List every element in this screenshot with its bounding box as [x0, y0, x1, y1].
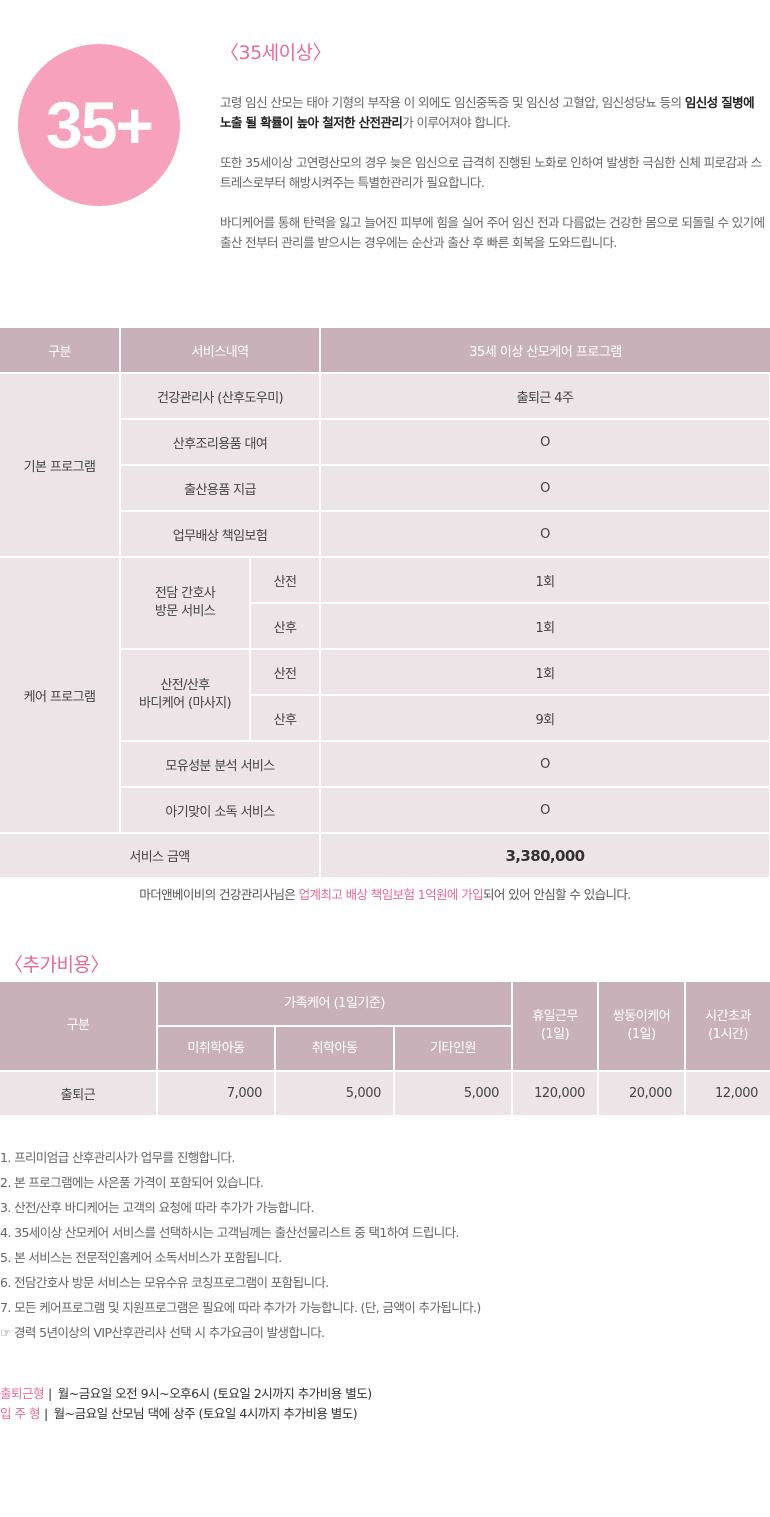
timing-label: 산전 [250, 556, 321, 604]
notice-text-end: 되어 있어 안심할 수 있습니다. [483, 887, 631, 902]
service-name: 출산용품 지급 [120, 464, 321, 512]
service-name: 건강관리사 (산후도우미) [120, 372, 321, 420]
service-value: 9회 [320, 694, 770, 742]
extra-cost-value: 20,000 [598, 1071, 687, 1115]
service-value: O [320, 464, 770, 512]
notes-list: 1. 프리미엄급 산후관리사가 업무를 진행합니다. 2. 본 프로그램에는 사… [0, 1145, 770, 1345]
extra-cost-title: 〈추가비용〉 [4, 954, 109, 976]
extra-header-family: 가족케어 (1일기준) [157, 982, 514, 1027]
service-value: 출퇴근 4주 [320, 372, 770, 420]
nurse-visit-label-1: 전담 간호사 [154, 586, 216, 601]
service-value: 1회 [320, 556, 770, 604]
note-item: ☞ 경력 5년이상의 VIP산후관리사 선택 시 추가요금이 발생합니다. [0, 1325, 325, 1340]
body-care-label-2: 바디케어 (마사지) [139, 696, 232, 711]
service-value: 1회 [320, 648, 770, 696]
schedule-commute: 출퇴근형 | 월~금요일 오전 9시~오후6시 (토요일 2시까지 추가비용 별도) [0, 1384, 770, 1404]
service-value: O [320, 740, 770, 788]
service-name: 업무배상 책임보험 [120, 510, 321, 558]
service-name: 산후조리용품 대여 [120, 418, 321, 466]
intro-section: 〈35세이상〉 고령 임신 산모는 태아 기형의 부작용 이 외에도 임신중독증… [220, 38, 768, 273]
body-care-label-1: 산전/산후 [160, 678, 210, 693]
total-label: 서비스 금액 [0, 832, 321, 879]
overtime-label-2: (1시간) [708, 1027, 748, 1042]
note-item: 1. 프리미엄급 산후관리사가 업무를 진행합니다. [0, 1150, 235, 1165]
timing-label: 산후 [250, 602, 321, 650]
intro-paragraph-1: 고령 임신 산모는 태아 기형의 부작용 이 외에도 임신중독증 및 임신성 고… [220, 93, 768, 133]
intro-p1-text: 고령 임신 산모는 태아 기형의 부작용 이 외에도 임신중독증 및 임신성 고… [220, 95, 685, 110]
note-item: 7. 모든 케어프로그램 및 지원프로그램은 필요에 따라 추가가 가능합니다.… [0, 1300, 481, 1315]
intro-title: 〈35세이상〉 [220, 42, 332, 64]
holiday-label-1: 휴일근무 [532, 1009, 578, 1024]
twins-label-1: 쌍둥이케어 [612, 1009, 671, 1024]
twins-label-2: (1일) [627, 1027, 656, 1042]
note-item: 2. 본 프로그램에는 사은품 가격이 포함되어 있습니다. [0, 1175, 264, 1190]
schedule-live-in: 입 주 형 | 월~금요일 산모님 댁에 상주 (토요일 4시까지 추가비용 별도) [0, 1404, 770, 1424]
insurance-notice: 마더앤베이비의 건강관리사님은 업계최고 배상 책임보험 1억원에 가입되어 있… [0, 884, 770, 903]
service-value: O [320, 418, 770, 466]
notice-highlight: 업계최고 배상 책임보험 1억원에 가입 [298, 887, 484, 902]
note-item: 4. 35세이상 산모케어 서비스를 선택하시는 고객님께는 출산선물리스트 중… [0, 1225, 460, 1240]
notice-text: 마더앤베이비의 건강관리사님은 [139, 887, 299, 902]
header-service: 서비스내역 [120, 328, 321, 373]
extra-subheader: 미취학아동 [157, 1026, 276, 1072]
schedule-separator: | [43, 1406, 48, 1421]
extra-cost-value: 7,000 [157, 1071, 276, 1115]
extra-header-category: 구분 [0, 982, 158, 1072]
extra-cost-value: 5,000 [394, 1071, 514, 1115]
intro-p1-text-end: 가 이루어져야 합니다. [402, 115, 511, 130]
intro-paragraph-3: 바디케어를 통해 탄력을 잃고 늘어진 피부에 힘을 실어 주어 임신 전과 다… [220, 215, 765, 250]
service-value: O [320, 786, 770, 834]
extra-cost-value: 5,000 [275, 1071, 395, 1115]
holiday-label-2: (1일) [540, 1027, 570, 1042]
timing-label: 산후 [250, 694, 321, 742]
note-item: 5. 본 서비스는 전문적인홈케어 소독서비스가 포함됩니다. [0, 1250, 282, 1265]
header-program: 35세 이상 산모케어 프로그램 [320, 328, 770, 373]
extra-subheader: 취학아동 [275, 1026, 395, 1072]
extra-subheader: 기타인원 [394, 1026, 514, 1072]
note-item: 3. 산전/산후 바디케어는 고객의 요청에 따라 추가가 가능합니다. [0, 1200, 314, 1215]
service-value: 1회 [320, 602, 770, 650]
schedule-section: 출퇴근형 | 월~금요일 오전 9시~오후6시 (토요일 2시까지 추가비용 별도)… [0, 1384, 770, 1424]
extra-header-twins: 쌍둥이케어 (1일) [598, 982, 687, 1072]
header-category: 구분 [0, 328, 121, 373]
schedule-text: 월~금요일 오전 9시~오후6시 (토요일 2시까지 추가비용 별도) [57, 1386, 372, 1401]
schedule-type: 입 주 형 [0, 1406, 40, 1421]
note-item: 6. 전담간호사 방문 서비스는 모유수유 코칭프로그램이 포함됩니다. [0, 1275, 329, 1290]
service-name: 모유성분 분석 서비스 [120, 740, 321, 788]
extra-cost-value: 120,000 [512, 1071, 600, 1115]
nurse-visit-label-2: 방문 서비스 [154, 604, 216, 619]
intro-paragraph-2: 또한 35세이상 고연령산모의 경우 늦은 임신으로 급격히 진행된 노화로 인… [220, 155, 762, 190]
intro-p1-bold: 임신성 질병에 노출 될 확률이 높아 철저한 산전관리 [220, 95, 755, 130]
extra-header-holiday: 휴일근무 (1일) [512, 982, 600, 1072]
schedule-text: 월~금요일 산모님 댁에 상주 (토요일 4시까지 추가비용 별도) [53, 1406, 358, 1421]
overtime-label-1: 시간초과 [705, 1009, 751, 1024]
timing-label: 산전 [250, 648, 321, 696]
schedule-type: 출퇴근형 [0, 1386, 45, 1401]
program-table: 구분 서비스내역 35세 이상 산모케어 프로그램 기본 프로그램 건강관리사 … [0, 328, 770, 879]
extra-header-overtime: 시간초과 (1시간) [685, 982, 770, 1072]
service-name: 아기맞이 소독 서비스 [120, 786, 321, 834]
service-value: O [320, 510, 770, 558]
care-program-group: 케어 프로그램 [0, 556, 121, 834]
extra-row-label: 출퇴근 [0, 1071, 158, 1115]
extra-cost-value: 12,000 [685, 1071, 770, 1115]
extra-cost-table: 구분 가족케어 (1일기준) 휴일근무 (1일) 쌍둥이케어 (1일) 시간초과 (1… [0, 982, 770, 1115]
basic-program-group: 기본 프로그램 [0, 372, 121, 558]
schedule-separator: | [48, 1386, 52, 1401]
age-badge: 35+ [18, 44, 180, 206]
total-price: 3,380,000 [320, 832, 770, 879]
